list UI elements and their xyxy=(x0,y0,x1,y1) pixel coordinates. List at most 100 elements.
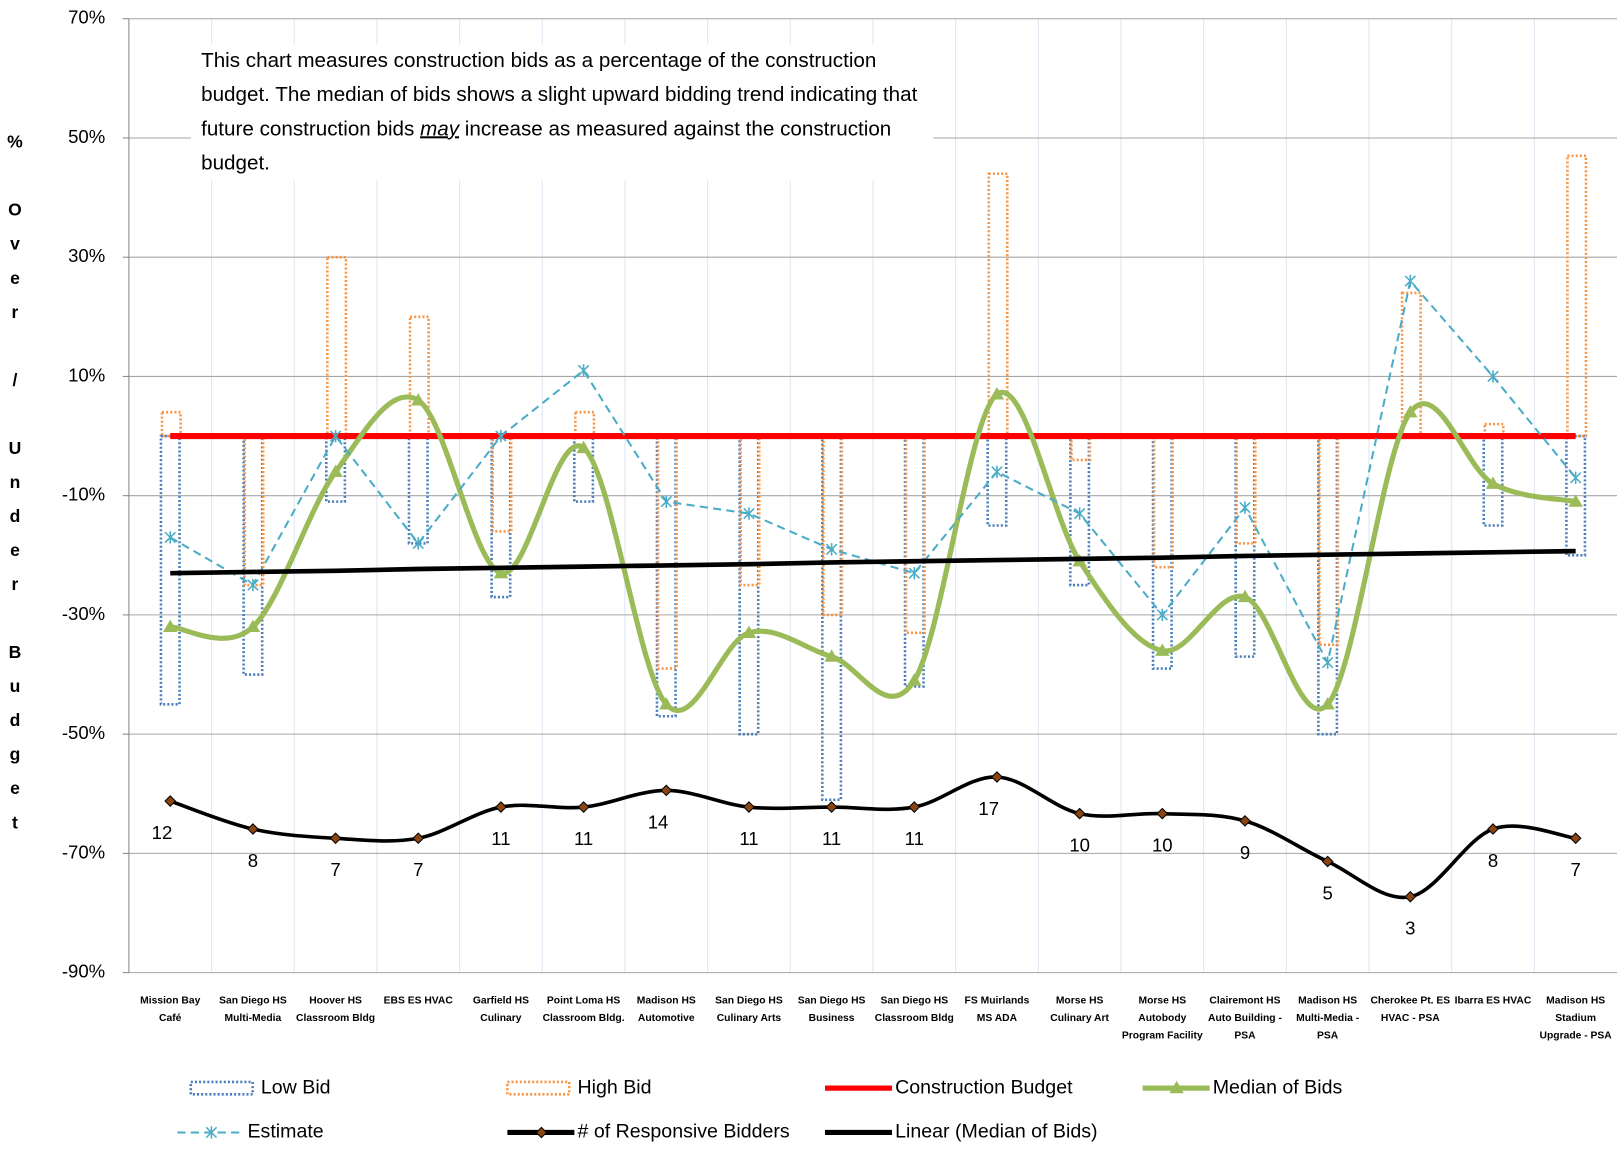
x-tick-label: EBS ES HVAC xyxy=(383,995,453,1007)
triangle-marker xyxy=(1568,494,1583,507)
triangle-marker xyxy=(824,649,839,662)
diamond-marker xyxy=(991,771,1003,783)
x-tick-label-box: Clairemont HS Auto Building - PSA xyxy=(1208,995,1282,1042)
x-tick-label-box: San Diego HS Multi-Media xyxy=(219,995,287,1024)
diamond-marker xyxy=(495,801,507,813)
triangle-marker xyxy=(328,464,343,477)
annotation-text: increase as measured against the constru… xyxy=(201,117,892,175)
data-label: 5 xyxy=(1322,882,1332,903)
diamond-marker xyxy=(1321,855,1334,868)
x-tick-label-box: FS Muirlands MS ADA xyxy=(964,995,1030,1025)
triangle-marker xyxy=(163,619,178,632)
data-label: 7 xyxy=(413,859,423,880)
legend-swatch xyxy=(506,1080,571,1096)
diamond-marker xyxy=(1569,832,1582,845)
x-tick-label: Cherokee Pt. ES HVAC - PSA xyxy=(1370,995,1451,1025)
triangle-marker xyxy=(1237,589,1253,603)
star-marker xyxy=(577,364,590,377)
legend-marker xyxy=(205,1126,218,1139)
star-marker xyxy=(991,465,1003,479)
legend-label: Low Bid xyxy=(261,1076,331,1098)
data-label: 10 xyxy=(1069,835,1090,856)
legend-label: Linear (Median of Bids) xyxy=(895,1121,1097,1143)
data-label: 3 xyxy=(1405,918,1415,939)
diamond-marker xyxy=(660,784,673,797)
triangle-marker xyxy=(411,393,426,406)
x-tick-label: FS Muirlands MS ADA xyxy=(964,995,1030,1025)
data-label: 17 xyxy=(978,798,999,819)
data-label: 12 xyxy=(152,822,173,843)
data-label: 11 xyxy=(822,828,841,849)
series-line xyxy=(169,775,1576,900)
legend-label: Construction Budget xyxy=(895,1076,1073,1098)
triangle-marker xyxy=(741,625,757,638)
y-tick-label: -90% xyxy=(62,961,105,982)
diamond-marker xyxy=(1156,807,1169,820)
annotation: This chart measures construction bids as… xyxy=(190,44,934,181)
data-label: 8 xyxy=(1488,850,1498,871)
diamond-marker xyxy=(247,823,259,835)
x-tick-label: Garfield HS Culinary xyxy=(472,995,529,1025)
triangle-marker xyxy=(989,387,1005,400)
y-tick-label: -50% xyxy=(62,722,105,743)
legend-label: Median of Bids xyxy=(1213,1076,1343,1098)
bar xyxy=(1566,154,1588,438)
star-marker xyxy=(412,537,424,550)
x-tick-label: Clairemont HS Auto Building - PSA xyxy=(1208,995,1282,1042)
diamond-marker xyxy=(412,832,425,845)
x-tick-label: Madison HS Multi-Media - PSA xyxy=(1296,995,1360,1042)
annotation-box: This chart measures construction bids as… xyxy=(190,44,934,181)
legend-swatch xyxy=(189,1080,254,1096)
diamond-marker xyxy=(1487,823,1499,835)
star-marker xyxy=(1073,507,1086,520)
star-marker xyxy=(1156,608,1169,622)
legend-marker xyxy=(535,1126,548,1139)
diamond-marker xyxy=(164,795,177,807)
x-tick-label-box: San Diego HS Classroom Bldg xyxy=(875,995,954,1024)
diamond-marker xyxy=(825,801,838,813)
x-tick-label: Morse HS Autobody Program Facility xyxy=(1121,995,1203,1042)
x-tick-label-box: Cherokee Pt. ES HVAC - PSA xyxy=(1370,995,1451,1025)
bar xyxy=(574,410,596,438)
x-tick-label-box: Madison HS Automotive xyxy=(637,995,696,1024)
series-line xyxy=(169,278,1577,666)
x-tick-label-box: Morse HS Culinary Art xyxy=(1050,995,1109,1025)
star-marker xyxy=(164,531,176,544)
x-tick-label-box: Madison HS Multi-Media - PSA xyxy=(1296,995,1360,1042)
triangle-marker xyxy=(1320,697,1335,710)
x-tick-label-box: Mission Bay Café xyxy=(140,995,200,1024)
x-tick-label: Morse HS Culinary Art xyxy=(1050,995,1109,1025)
star-marker xyxy=(908,566,920,580)
bar xyxy=(408,315,430,438)
data-label: 11 xyxy=(739,828,758,849)
star-marker xyxy=(1404,274,1417,288)
x-tick-label: Point Loma HS Classroom Bldg. xyxy=(542,995,625,1025)
triangle-marker xyxy=(907,673,922,686)
diamond-marker xyxy=(1073,807,1086,820)
series-line xyxy=(170,548,1576,576)
legend-marker xyxy=(1169,1080,1184,1094)
x-tick-label-box: Morse HS Autobody Program Facility xyxy=(1121,995,1203,1042)
star-marker xyxy=(329,429,342,443)
triangle-marker xyxy=(1485,476,1501,489)
star-marker xyxy=(660,495,672,508)
x-tick-label: San Diego HS Business xyxy=(797,995,866,1025)
diamond-marker xyxy=(1239,815,1251,827)
data-label: 7 xyxy=(1571,859,1581,880)
diamond-marker xyxy=(908,801,921,813)
data-label: 11 xyxy=(905,828,924,849)
bar xyxy=(1483,422,1505,438)
triangle-marker xyxy=(1403,404,1418,418)
star-marker xyxy=(1569,471,1582,484)
y-tick-label: 10% xyxy=(68,364,105,385)
diamond-marker xyxy=(1404,890,1417,903)
x-tick-label-box: Garfield HS Culinary xyxy=(472,995,529,1025)
triangle-marker xyxy=(493,565,509,579)
triangle-marker xyxy=(576,440,591,454)
data-label: 9 xyxy=(1240,842,1250,863)
y-tick-label: -30% xyxy=(62,603,105,624)
star-marker xyxy=(1487,370,1499,383)
x-tick-label: Hoover HS Classroom Bldg xyxy=(296,995,376,1025)
star-marker xyxy=(247,578,259,592)
